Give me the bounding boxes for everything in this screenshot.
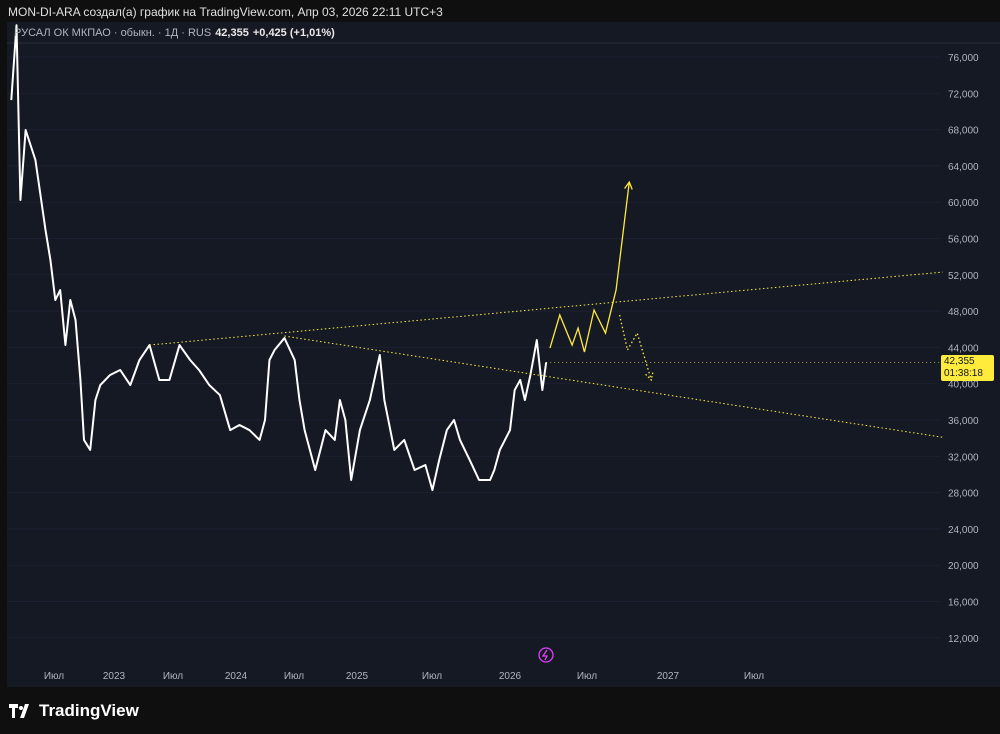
x-tick-label: Июл <box>744 671 764 682</box>
x-tick-label: Июл <box>577 671 597 682</box>
x-tick-label: 2025 <box>346 671 369 682</box>
y-tick-label: 16,000 <box>948 598 979 609</box>
trendline <box>149 271 943 346</box>
y-tick-label: 32,000 <box>948 452 979 463</box>
symbol-legend: РУСАЛ ОК МКПАО · обыкн. · 1Д · RUS 42,355… <box>14 27 335 39</box>
projection-path <box>549 181 630 353</box>
x-tick-label: 2027 <box>657 671 680 682</box>
arrow-head <box>645 372 654 382</box>
y-tick-label: 64,000 <box>948 162 979 173</box>
current-price-label: 42,355 01:38:18 <box>941 355 994 381</box>
arrow-head <box>624 180 633 190</box>
y-tick-label: 40,000 <box>948 380 979 391</box>
y-tick-label: 24,000 <box>948 525 979 536</box>
tradingview-logo[interactable]: TradingView <box>9 701 139 721</box>
price-line <box>10 24 548 492</box>
current-price: 42,355 <box>944 356 975 367</box>
bar-countdown: 01:38:18 <box>944 368 983 379</box>
trendline <box>284 335 943 438</box>
x-tick-label: Июл <box>422 671 442 682</box>
lightning-icon <box>541 649 549 661</box>
y-tick-label: 44,000 <box>948 343 979 354</box>
chart-background <box>7 22 1000 687</box>
last-price: 42,355 <box>215 27 249 39</box>
event-flash-icon <box>538 647 554 663</box>
y-tick-label: 52,000 <box>948 271 979 282</box>
y-tick-label: 68,000 <box>948 126 979 137</box>
y-tick-label: 60,000 <box>948 198 979 209</box>
symbol-name: РУСАЛ ОК МКПАО · обыкн. · 1Д · RUS <box>14 27 212 39</box>
x-tick-label: Июл <box>284 671 304 682</box>
y-tick-label: 20,000 <box>948 561 979 572</box>
brand-name: TradingView <box>39 701 139 720</box>
y-tick-label: 72,000 <box>948 89 979 100</box>
y-tick-label: 56,000 <box>948 235 979 246</box>
y-tick-label: 28,000 <box>948 489 979 500</box>
x-tick-label: 2023 <box>103 671 126 682</box>
price-change: +0,425 (+1,01%) <box>252 27 335 39</box>
y-tick-label: 48,000 <box>948 307 979 318</box>
tradingview-logo-icon <box>9 704 29 718</box>
x-tick-label: 2024 <box>225 671 248 682</box>
chart-caption: MON-DI-ARA создал(а) график на TradingVi… <box>8 5 443 19</box>
y-tick-label: 12,000 <box>948 634 979 645</box>
y-tick-label: 36,000 <box>948 416 979 427</box>
x-tick-label: Июл <box>44 671 64 682</box>
y-tick-label: 76,000 <box>948 53 979 64</box>
x-tick-label: Июл <box>163 671 183 682</box>
x-tick-label: 2026 <box>499 671 522 682</box>
